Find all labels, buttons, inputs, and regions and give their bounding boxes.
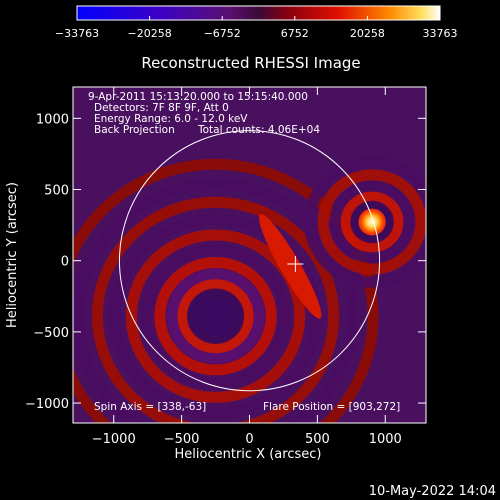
colorbar-tick-label: −20258 — [127, 27, 171, 40]
colorbar-tick-label: 33763 — [423, 27, 458, 40]
x-axis-label: Heliocentric X (arcsec) — [175, 447, 322, 462]
annotation-flare-position: Flare Position = [903,272] — [263, 401, 400, 413]
crosshair-marker — [287, 255, 304, 272]
annotation-total-counts: Total counts: 4.06E+04 — [197, 124, 320, 136]
x-tick-label: 1000 — [369, 432, 402, 447]
heatmap-ring — [350, 200, 394, 244]
heatmap-ring — [73, 158, 379, 423]
heatmap-ring — [177, 279, 254, 354]
colorbar-tick-label: 6752 — [281, 27, 309, 40]
annotation-spin-axis: Spin Axis = [338,-63] — [94, 401, 206, 413]
y-axis-label: Heliocentric Y (arcsec) — [5, 182, 20, 328]
colorbar-tick-label: −33763 — [55, 27, 99, 40]
annotation-detectors: Detectors: 7F 8F 9F, Att 0 — [94, 102, 229, 114]
heatmap-ring — [340, 191, 404, 253]
colorbar-labels: −33763 −20258 −6752 6752 20258 33763 — [55, 27, 458, 40]
timestamp: 10-May-2022 14:04 — [369, 484, 496, 499]
heatmap-streak — [259, 214, 322, 319]
heatmap-ring — [317, 169, 426, 275]
annotation-time-range: 9-Apr-2011 15:13:20.000 to 15:15:40.000 — [88, 91, 308, 103]
colorbar — [76, 5, 441, 21]
x-tick-label: 0 — [245, 432, 253, 447]
heatmap-ring — [166, 268, 265, 364]
colorbar-tick-label: −6752 — [204, 27, 241, 40]
y-tick-label: 1000 — [36, 112, 69, 127]
annotation-energy-range: Energy Range: 6.0 - 12.0 keV — [94, 113, 248, 125]
x-tick-label: −500 — [164, 432, 200, 447]
heatmap-ring — [73, 178, 359, 423]
y-tick-label: 0 — [61, 255, 69, 270]
solar-limb-circle — [118, 130, 381, 392]
heatmap-ring — [186, 288, 245, 344]
heatmap-pattern — [73, 156, 426, 423]
heatmap-core — [193, 296, 238, 337]
y-tick-label: −1000 — [25, 397, 69, 412]
flare-source — [358, 207, 387, 236]
y-axis: 1000 500 0 −500 −1000 — [25, 112, 426, 412]
heatmap-image — [73, 156, 426, 423]
colorbar-ticks — [76, 16, 441, 20]
x-axis: −1000 −500 0 500 1000 — [92, 87, 402, 447]
annotation-method: Back Projection — [94, 124, 175, 136]
colorbar-tick-label: 20258 — [350, 27, 385, 40]
x-tick-label: 500 — [305, 432, 330, 447]
heatmap-ring — [304, 156, 426, 288]
heatmap-ring — [154, 257, 277, 376]
y-tick-label: −500 — [33, 326, 69, 341]
heatmap-ring — [329, 181, 415, 263]
heatmap-ring — [140, 243, 291, 389]
chart-title: Reconstructed RHESSI Image — [141, 54, 360, 72]
heatmap-ring — [91, 196, 340, 423]
y-tick-label: 500 — [44, 184, 69, 199]
x-tick-label: −1000 — [92, 432, 136, 447]
